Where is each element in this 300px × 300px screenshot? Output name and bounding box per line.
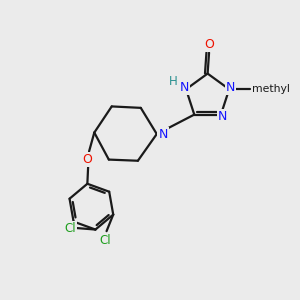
Text: N: N: [226, 81, 235, 94]
Text: N: N: [180, 81, 189, 94]
Text: N: N: [158, 128, 168, 140]
Text: Cl: Cl: [64, 222, 76, 235]
Text: N: N: [218, 110, 227, 122]
Text: methyl: methyl: [251, 84, 290, 94]
Text: O: O: [204, 38, 214, 51]
Text: H: H: [169, 75, 177, 88]
Text: O: O: [83, 153, 93, 166]
Text: Cl: Cl: [99, 234, 111, 247]
